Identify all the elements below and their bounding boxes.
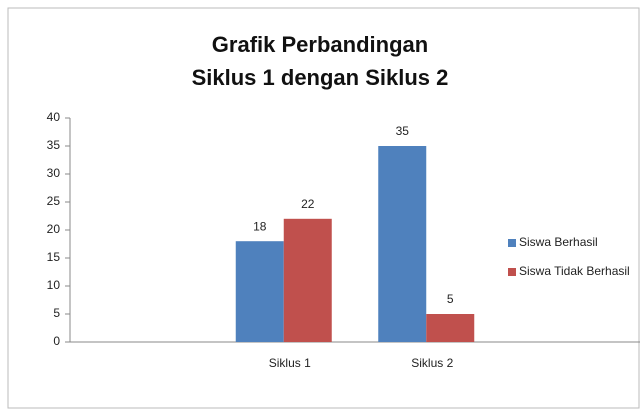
y-tick-label: 40 <box>47 110 61 124</box>
y-tick-label: 5 <box>53 306 60 320</box>
y-tick-label: 30 <box>47 166 61 180</box>
legend-swatch <box>508 239 516 247</box>
y-tick-label: 10 <box>47 278 61 292</box>
legend-swatch <box>508 268 516 276</box>
y-tick-label: 0 <box>53 334 60 348</box>
data-label: 5 <box>447 292 454 306</box>
bar <box>235 241 284 342</box>
y-tick-label: 35 <box>47 138 61 152</box>
chart-title: Grafik Perbandingan <box>212 32 428 57</box>
y-tick-label: 25 <box>47 194 61 208</box>
x-tick-label: Siklus 2 <box>411 356 453 370</box>
legend-label: Siswa Tidak Berhasil <box>519 264 630 278</box>
bar <box>283 218 332 342</box>
chart-subtitle: Siklus 1 dengan Siklus 2 <box>192 65 449 90</box>
bar <box>426 314 475 342</box>
data-label: 35 <box>396 124 410 138</box>
y-tick-label: 20 <box>47 222 61 236</box>
y-tick-label: 15 <box>47 250 61 264</box>
data-label: 18 <box>253 219 267 233</box>
x-tick-label: Siklus 1 <box>269 356 311 370</box>
data-label: 22 <box>301 197 315 211</box>
legend-label: Siswa Berhasil <box>519 235 598 249</box>
bar <box>378 146 427 342</box>
